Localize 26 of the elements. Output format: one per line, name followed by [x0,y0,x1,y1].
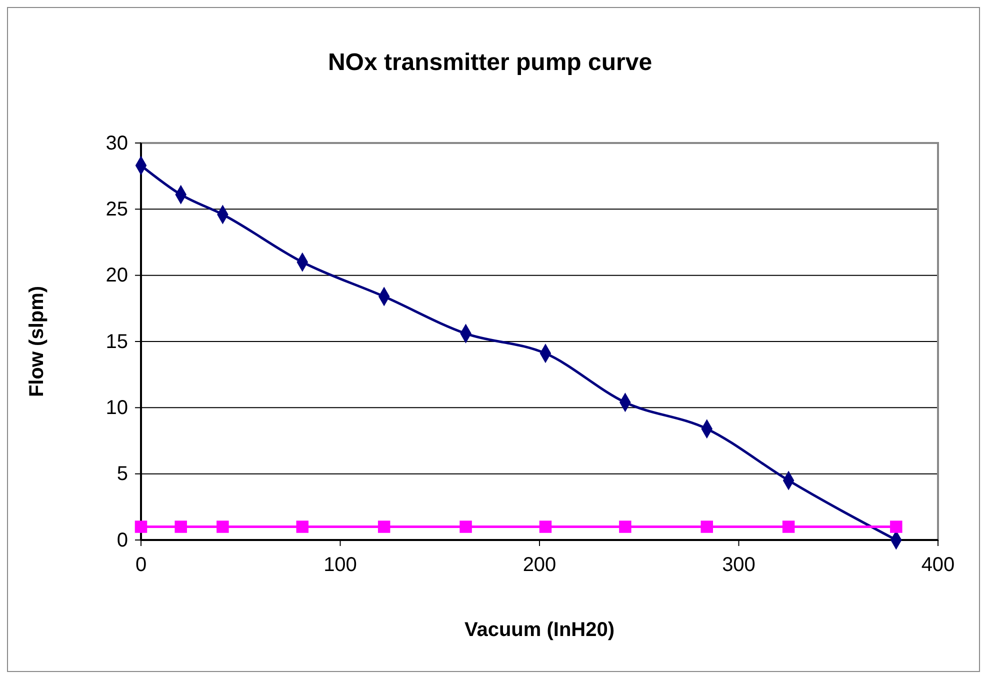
point [296,520,309,533]
point [174,520,187,533]
point [378,520,390,533]
point [782,520,795,533]
point [890,520,902,533]
y-tick-label: 30 [106,132,128,154]
y-tick-label: 5 [116,463,128,486]
x-tick-label: 200 [522,554,556,576]
y-tick-label: 10 [106,397,128,420]
point [460,520,472,533]
y-tick-label: 0 [116,529,128,552]
x-tick-label: 300 [722,554,756,576]
x-tick-label: 0 [135,554,147,576]
y-axis-title: Flow (slpm) [26,286,48,398]
point [216,520,229,533]
chart-title: NOx transmitter pump curve [328,49,652,76]
x-tick-label: 400 [921,554,955,576]
y-tick-label: 20 [106,264,128,287]
point [134,520,148,533]
y-tick-label: 25 [106,198,128,221]
x-axis-title: Vacuum (InH20) [464,619,615,641]
point [539,520,552,533]
y-tick-label: 15 [106,330,128,353]
point [700,520,713,533]
x-tick-label: 100 [324,554,357,576]
point [619,520,632,533]
